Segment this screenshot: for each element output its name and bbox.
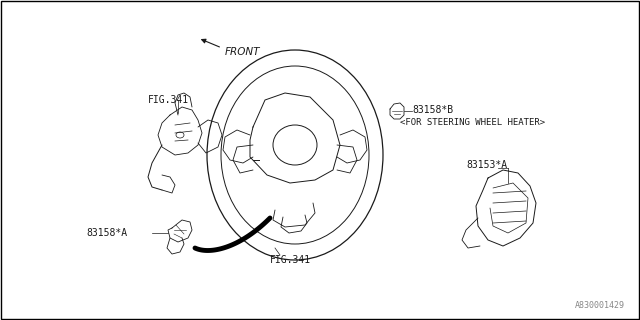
Text: 83153*A: 83153*A [466,160,507,170]
Text: <FOR STEERING WHEEL HEATER>: <FOR STEERING WHEEL HEATER> [400,118,545,127]
Text: FRONT: FRONT [225,47,260,57]
Text: FIG.341: FIG.341 [270,255,311,265]
Text: A830001429: A830001429 [575,301,625,310]
Text: 83158*B: 83158*B [412,105,453,115]
Text: FIG.341: FIG.341 [148,95,189,105]
Text: 83158*A: 83158*A [86,228,127,238]
